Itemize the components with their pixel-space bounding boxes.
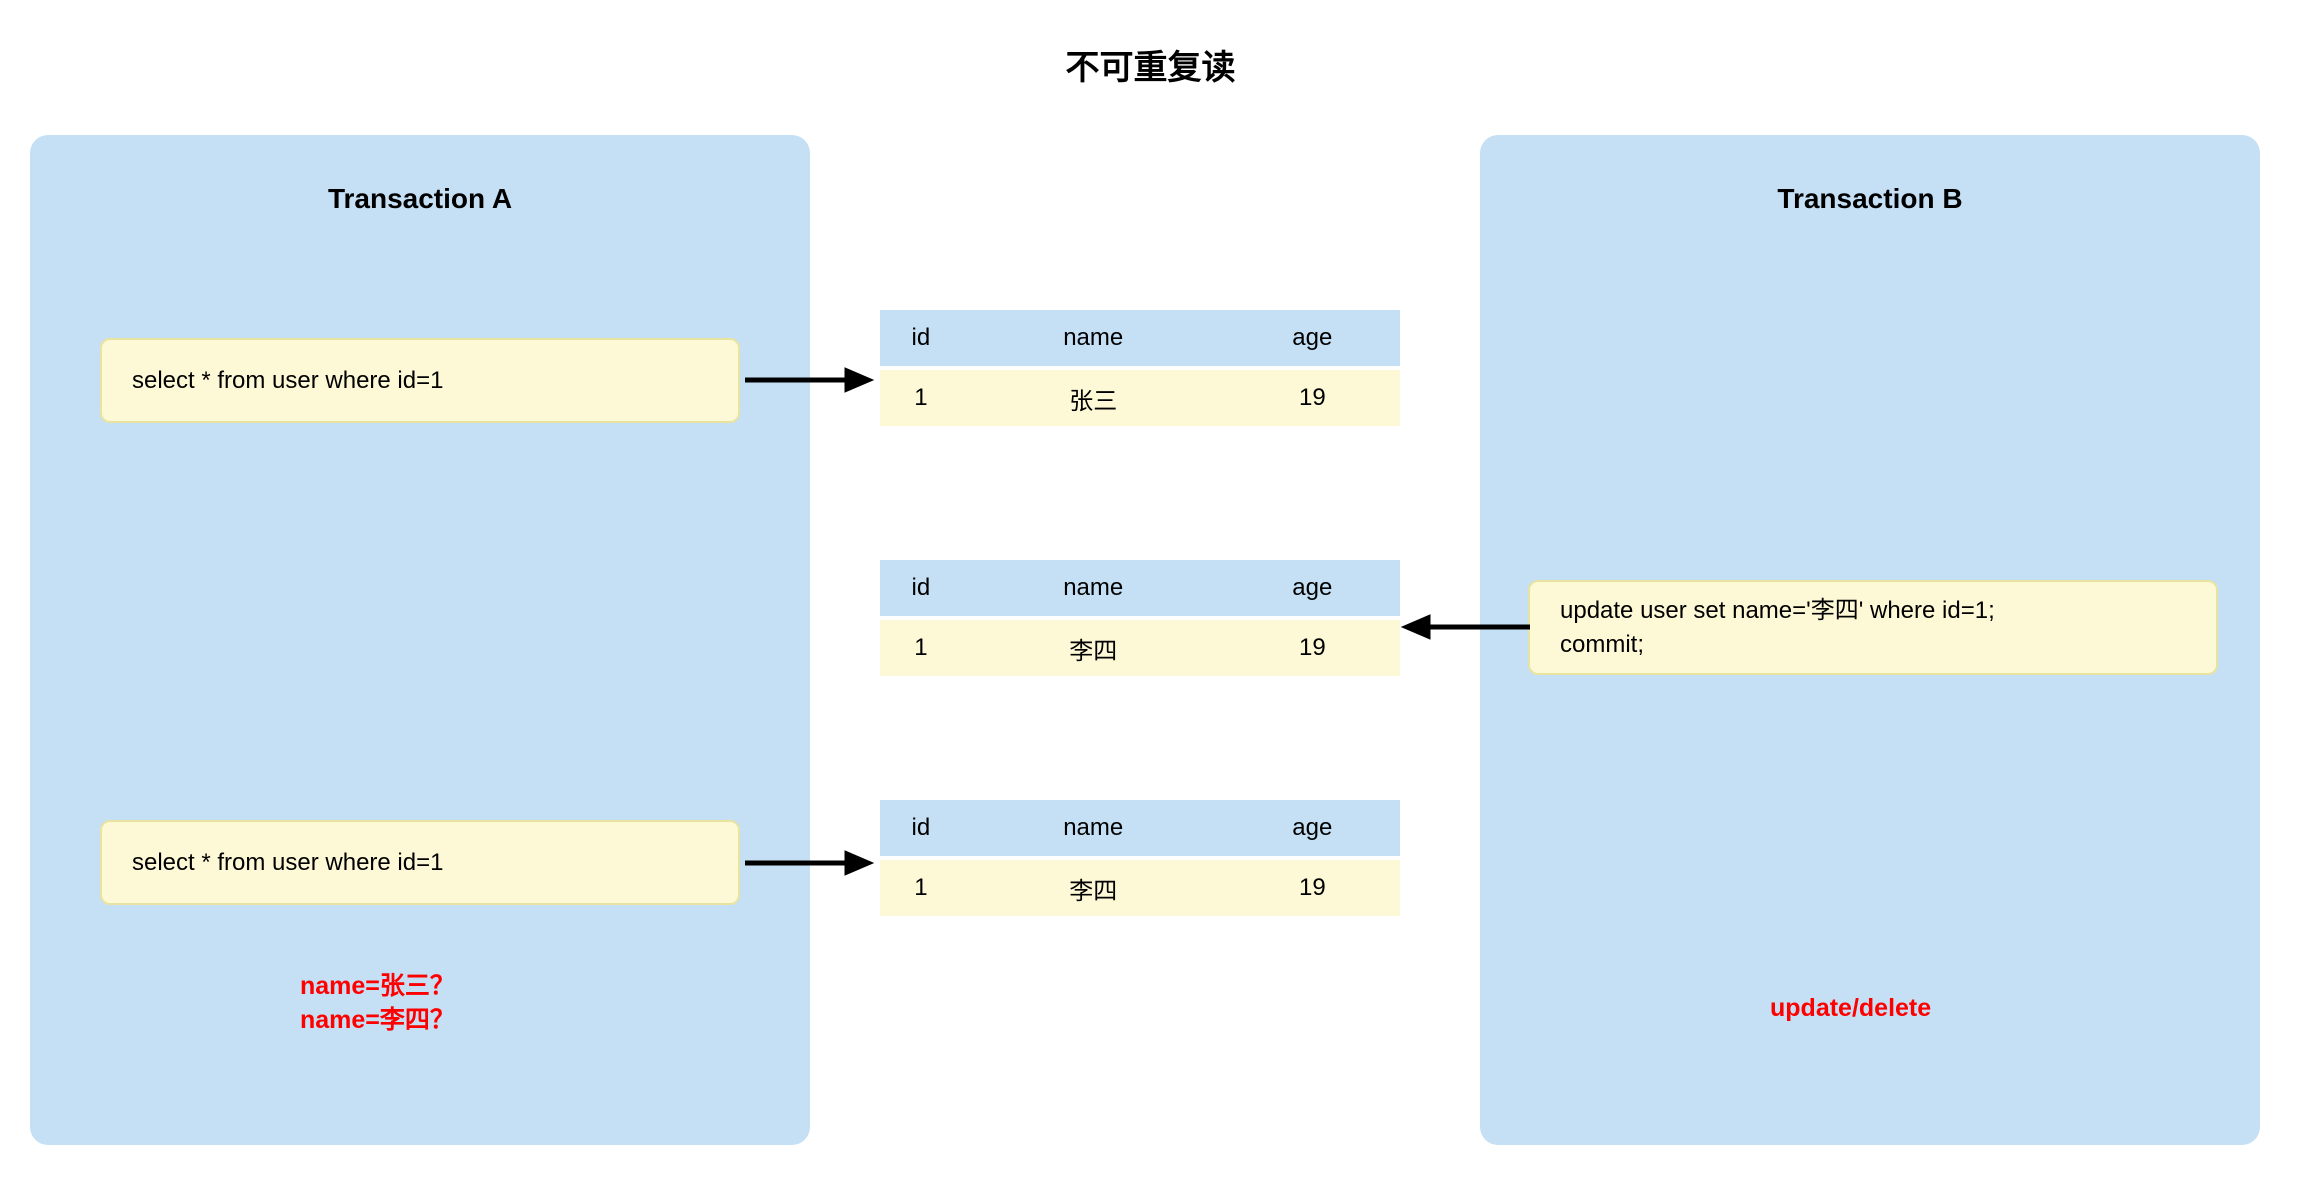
table-header: age xyxy=(1225,310,1400,368)
table-cell: 1 xyxy=(880,618,962,676)
table-cell: 1 xyxy=(880,368,962,426)
note-update-delete: update/delete xyxy=(1770,992,1931,1026)
table-header: age xyxy=(1225,800,1400,858)
table-cell: 李四 xyxy=(962,618,1225,676)
transaction-b-title: Transaction B xyxy=(1480,183,2260,215)
sql-text: select * from user where id=1 xyxy=(132,364,443,398)
table-cell: 19 xyxy=(1225,858,1400,916)
table-cell: 张三 xyxy=(962,368,1225,426)
table-cell: 1 xyxy=(880,858,962,916)
sql-text: update user set name='李四' where id=1; co… xyxy=(1560,594,1995,661)
table-cell: 李四 xyxy=(962,858,1225,916)
sql-select-1: select * from user where id=1 xyxy=(100,338,740,423)
note-line-2: name=李四？ xyxy=(300,1004,455,1038)
table-header: name xyxy=(962,310,1225,368)
table-row: 1 李四 19 xyxy=(880,858,1400,916)
table-row: 1 李四 19 xyxy=(880,618,1400,676)
sql-text: select * from user where id=1 xyxy=(132,846,443,880)
note-name-question: name=张三？ name=李四？ xyxy=(300,970,455,1038)
note-line-1: update/delete xyxy=(1770,994,1931,1022)
arrow-select-2 xyxy=(745,848,875,878)
table-header: id xyxy=(880,310,962,368)
table-header: age xyxy=(1225,560,1400,618)
result-table-3: id name age 1 李四 19 xyxy=(880,800,1400,916)
arrow-update xyxy=(1400,612,1530,642)
table-row: 1 张三 19 xyxy=(880,368,1400,426)
note-line-1: name=张三？ xyxy=(300,970,455,1004)
arrow-select-1 xyxy=(745,365,875,395)
table-header: id xyxy=(880,560,962,618)
page-title: 不可重复读 xyxy=(1066,40,1236,89)
table-header: name xyxy=(962,560,1225,618)
table-cell: 19 xyxy=(1225,618,1400,676)
sql-select-2: select * from user where id=1 xyxy=(100,820,740,905)
transaction-a-title: Transaction A xyxy=(30,183,810,215)
table-header: name xyxy=(962,800,1225,858)
result-table-2: id name age 1 李四 19 xyxy=(880,560,1400,676)
table-header: id xyxy=(880,800,962,858)
result-table-1: id name age 1 张三 19 xyxy=(880,310,1400,426)
table-cell: 19 xyxy=(1225,368,1400,426)
sql-update: update user set name='李四' where id=1; co… xyxy=(1528,580,2218,675)
